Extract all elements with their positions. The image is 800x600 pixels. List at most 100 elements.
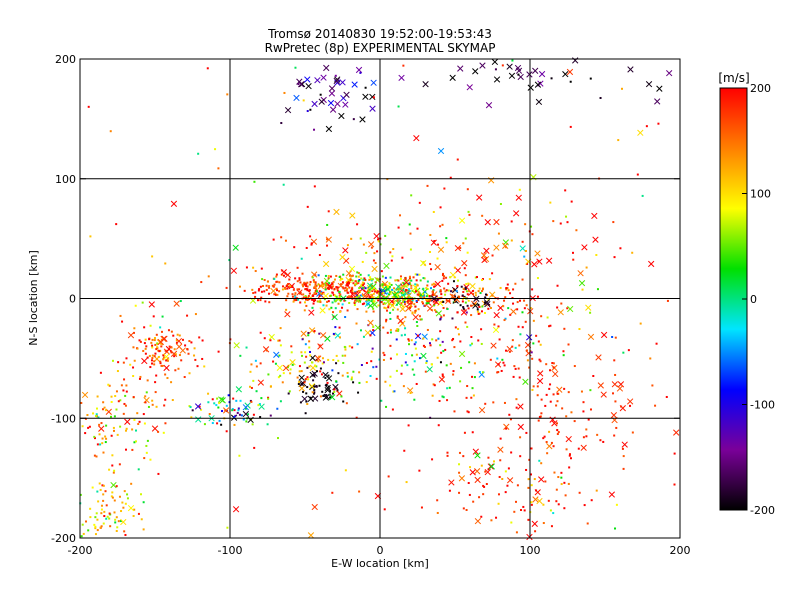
scatter-dot — [464, 321, 467, 324]
scatter-dot — [255, 390, 258, 393]
scatter-dot — [301, 354, 304, 357]
scatter-dot — [387, 306, 390, 309]
scatter-dot — [364, 287, 367, 290]
scatter-dot — [111, 359, 114, 362]
scatter-dot — [442, 300, 445, 303]
scatter-dot — [418, 315, 421, 318]
scatter-cross — [395, 283, 402, 290]
scatter-dot — [489, 358, 492, 361]
scatter-dot — [324, 274, 327, 277]
scatter-dot — [290, 345, 293, 348]
scatter-dot — [518, 344, 521, 347]
scatter-cross — [437, 246, 445, 253]
scatter-dot — [376, 250, 379, 253]
scatter-dot — [331, 291, 334, 294]
scatter-dot — [334, 74, 337, 77]
scatter-dot — [95, 413, 98, 416]
scatter-cross — [339, 254, 346, 261]
scatter-dot — [282, 183, 285, 186]
scatter-dot — [400, 303, 403, 306]
scatter-dot — [305, 400, 308, 403]
scatter-dot — [101, 408, 104, 411]
scatter-dot — [465, 290, 468, 293]
scatter-cross — [413, 135, 420, 142]
scatter-dot — [442, 396, 445, 399]
scatter-dot — [452, 280, 455, 283]
scatter-dot — [585, 435, 588, 438]
scatter-dot — [370, 285, 373, 288]
scatter-dot — [446, 308, 449, 311]
scatter-dot — [581, 288, 584, 291]
colorbar-tick-label: -100 — [750, 399, 775, 412]
scatter-dot — [389, 344, 392, 347]
scatter-dot — [371, 287, 374, 290]
scatter-dot — [394, 279, 397, 282]
scatter-dot — [389, 311, 392, 314]
scatter-dot — [151, 399, 154, 402]
scatter-dot — [527, 486, 530, 489]
scatter-dot — [327, 277, 330, 280]
scatter-cross — [469, 282, 476, 290]
scatter-dot — [268, 301, 271, 304]
scatter-dot — [291, 293, 294, 296]
scatter-dot — [426, 288, 429, 291]
scatter-dot — [466, 188, 469, 191]
scatter-cross — [222, 407, 230, 414]
scatter-dot — [166, 377, 169, 380]
scatter-cross — [325, 236, 332, 243]
scatter-dot — [408, 277, 411, 280]
scatter-dot — [194, 313, 197, 316]
scatter-dot — [324, 288, 327, 291]
scatter-dot — [142, 349, 145, 352]
scatter-dot — [399, 214, 402, 217]
scatter-dot — [319, 367, 322, 370]
scatter-dot — [351, 290, 354, 293]
scatter-dot — [308, 283, 311, 286]
scatter-dot — [332, 311, 335, 314]
scatter-dot — [410, 287, 413, 290]
scatter-dot — [552, 445, 555, 448]
scatter-dot — [337, 372, 340, 375]
scatter-dot — [427, 302, 430, 305]
scatter-dot — [539, 360, 542, 363]
scatter-cross — [534, 81, 542, 88]
scatter-dot — [335, 274, 338, 277]
scatter-dot — [397, 290, 400, 293]
scatter-dot — [476, 308, 479, 311]
scatter-dot — [620, 405, 623, 408]
scatter-dot — [333, 390, 336, 393]
scatter-cross — [567, 305, 574, 313]
scatter-dot — [402, 288, 405, 291]
scatter-dot — [155, 333, 158, 336]
scatter-dot — [552, 366, 555, 369]
scatter-dot — [636, 173, 639, 176]
scatter-dot — [396, 328, 399, 331]
scatter-cross — [351, 81, 358, 88]
scatter-cross — [322, 260, 330, 268]
scatter-dot — [389, 328, 392, 331]
scatter-cross — [170, 350, 178, 357]
scatter-dot — [575, 229, 578, 232]
scatter-cross — [572, 57, 579, 64]
scatter-dot — [400, 296, 403, 299]
scatter-dot — [211, 422, 214, 425]
scatter-dot — [153, 336, 156, 339]
scatter-dot — [306, 376, 309, 379]
scatter-dot — [351, 286, 354, 289]
scatter-cross — [437, 147, 445, 155]
scatter-dot — [368, 299, 371, 302]
scatter-dot — [540, 315, 543, 318]
scatter-dot — [250, 386, 253, 389]
scatter-dot — [390, 283, 393, 286]
scatter-dot — [114, 518, 117, 521]
scatter-dot — [113, 415, 116, 418]
scatter-dot — [119, 399, 122, 402]
scatter-dot — [153, 360, 156, 363]
scatter-cross — [551, 420, 558, 427]
scatter-dot — [155, 405, 158, 408]
scatter-dot — [401, 294, 404, 297]
scatter-cross — [242, 404, 249, 411]
scatter-dot — [339, 299, 342, 302]
scatter-dot — [453, 266, 456, 269]
scatter-cross — [656, 85, 663, 92]
